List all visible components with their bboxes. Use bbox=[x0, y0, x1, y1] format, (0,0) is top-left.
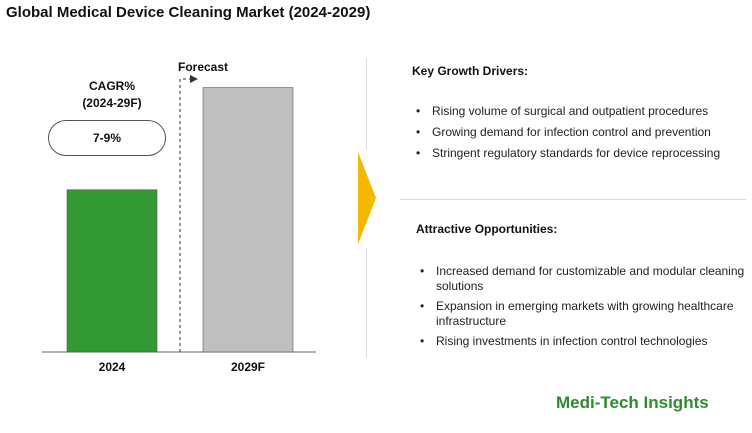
attractive-opportunities-title: Attractive Opportunities: bbox=[416, 222, 558, 236]
cagr-title: CAGR% bbox=[88, 79, 135, 93]
left-divider-bottom bbox=[366, 248, 367, 358]
list-item: Stringent regulatory standards for devic… bbox=[414, 146, 744, 161]
forecast-label: Forecast bbox=[178, 60, 229, 74]
x-tick-label-2024: 2024 bbox=[98, 360, 126, 374]
list-item: Rising volume of surgical and outpatient… bbox=[414, 104, 744, 119]
forecast-divider bbox=[179, 78, 190, 352]
section-divider bbox=[400, 199, 746, 200]
x-tick-label-2029f: 2029F bbox=[230, 360, 266, 374]
forecast-arrow-icon bbox=[190, 75, 198, 83]
bar-2029f bbox=[202, 87, 294, 353]
key-growth-drivers-list: Rising volume of surgical and outpatient… bbox=[414, 104, 744, 167]
cagr-value-pill: 7-9% bbox=[48, 120, 166, 156]
key-growth-drivers-title: Key Growth Drivers: bbox=[412, 64, 529, 78]
brand-logo-text: Medi-Tech Insights bbox=[556, 393, 709, 412]
cagr-period: (2024-29F) bbox=[82, 96, 142, 110]
list-item: Expansion in emerging markets with growi… bbox=[418, 299, 748, 329]
list-item: Increased demand for customizable and mo… bbox=[418, 264, 748, 294]
chart-title: Global Medical Device Cleaning Market (2… bbox=[6, 4, 371, 21]
chevron-right-icon bbox=[358, 152, 376, 244]
bar-2024 bbox=[66, 189, 158, 353]
attractive-opportunities-list: Increased demand for customizable and mo… bbox=[418, 264, 748, 354]
bar-chart bbox=[42, 75, 316, 353]
list-item: Growing demand for infection control and… bbox=[414, 125, 744, 140]
left-divider-top bbox=[366, 58, 367, 150]
list-item: Rising investments in infection control … bbox=[418, 334, 748, 349]
cagr-label: CAGR% (2024-29F) bbox=[52, 78, 172, 112]
